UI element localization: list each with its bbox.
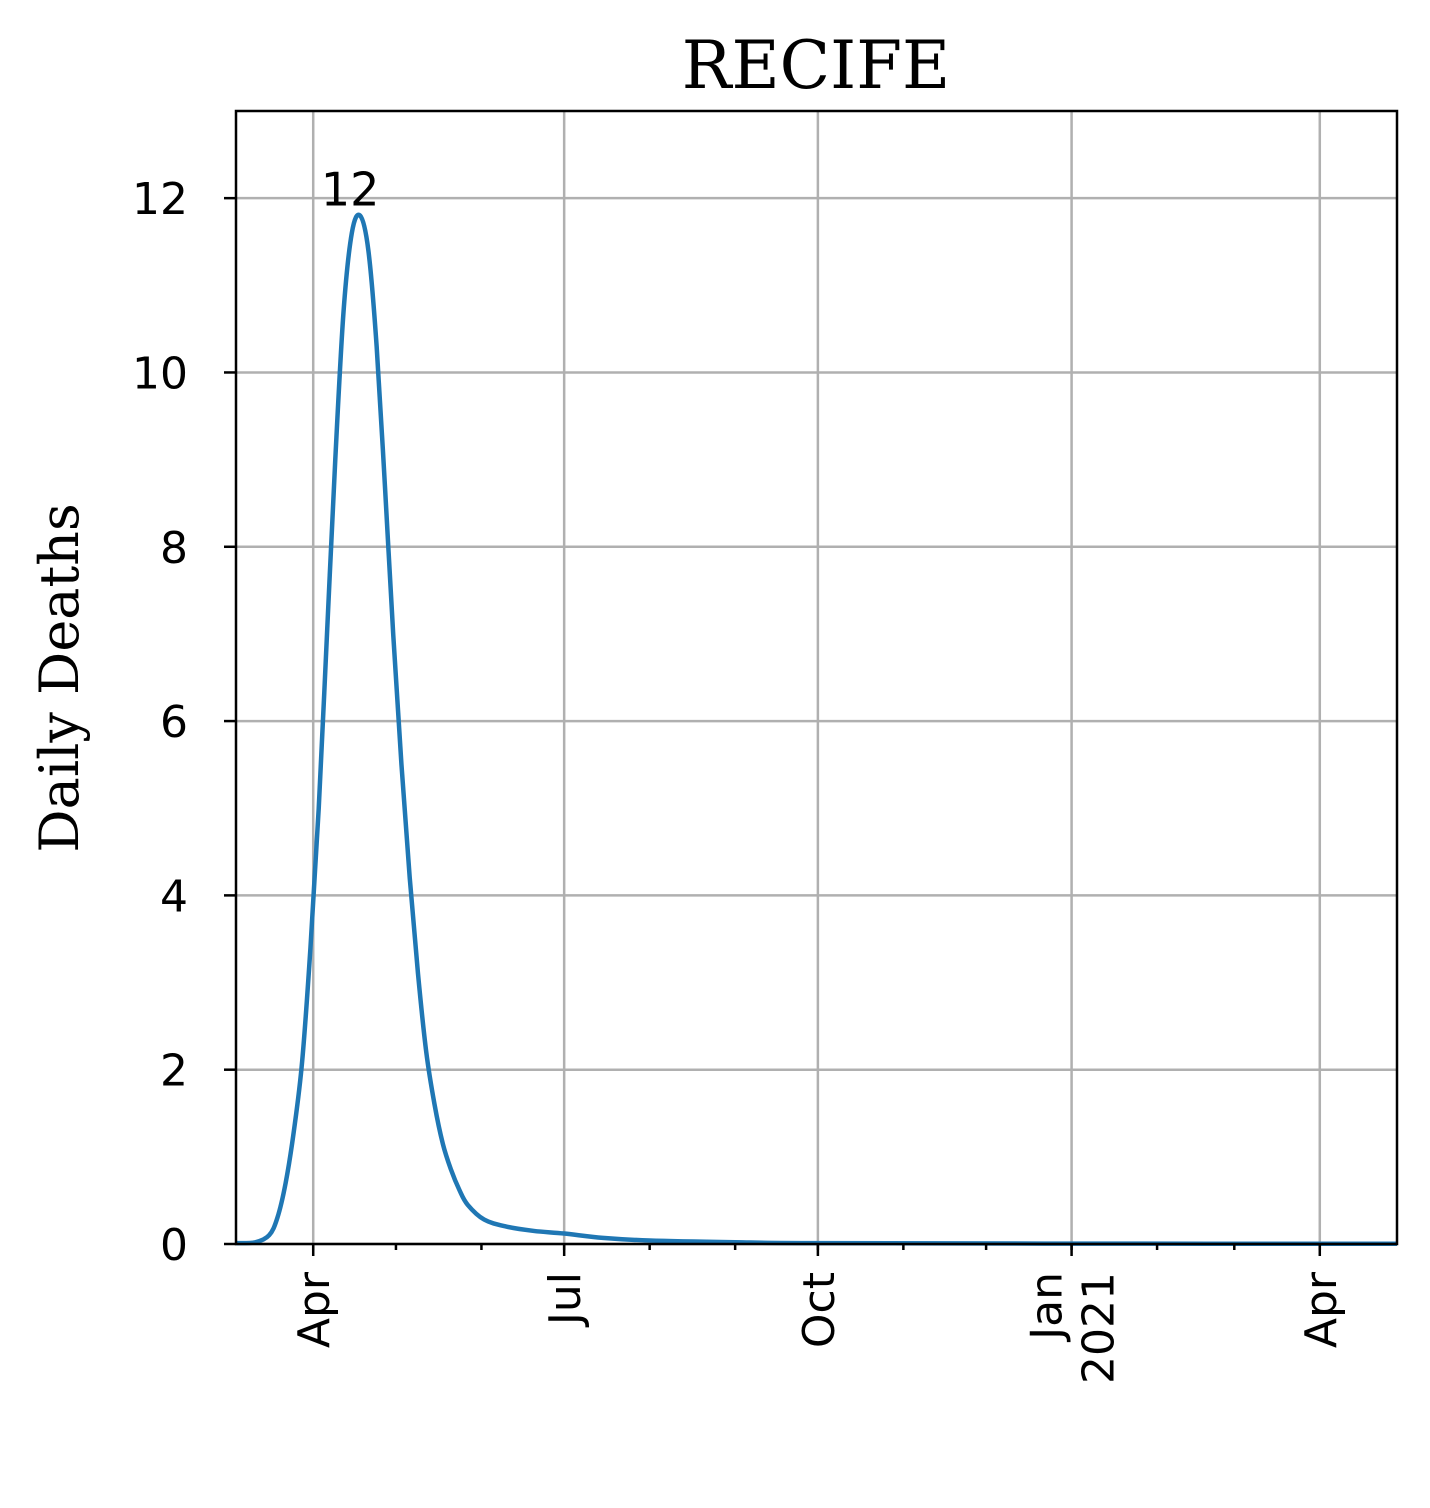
peak-annotation: 12: [321, 163, 380, 217]
y-tick-label: 0: [160, 1220, 188, 1271]
x-tick-label: Apr: [289, 1271, 340, 1348]
x-tick-label: Apr: [1296, 1271, 1347, 1348]
x-tick-label: 2021: [1074, 1272, 1125, 1384]
x-tick-label: Oct: [794, 1272, 845, 1348]
series-line: [235, 212, 1398, 1246]
label-layer: 0 2 4 6 8 10 12 Apr Jul Oct Jan 2021 Apr 12: [132, 163, 1347, 1384]
y-tick-label: 8: [160, 523, 188, 574]
y-tick-label: 6: [160, 697, 188, 748]
tick-layer: [224, 196, 1322, 1256]
y-axis-label: Daily Deaths: [28, 503, 91, 852]
y-tick-label: 10: [132, 348, 188, 399]
grid-layer: [236, 111, 1397, 1246]
x-tick-label: Jul: [540, 1272, 591, 1328]
y-tick-label: 2: [160, 1046, 188, 1097]
x-tick-label: Jan: [1022, 1272, 1073, 1343]
y-tick-label: 12: [132, 174, 188, 225]
series-layer: [235, 212, 1398, 1246]
plot-frame: [234, 109, 1399, 1246]
y-tick-label: 4: [160, 871, 188, 922]
chart-title: RECIFE: [682, 27, 950, 104]
